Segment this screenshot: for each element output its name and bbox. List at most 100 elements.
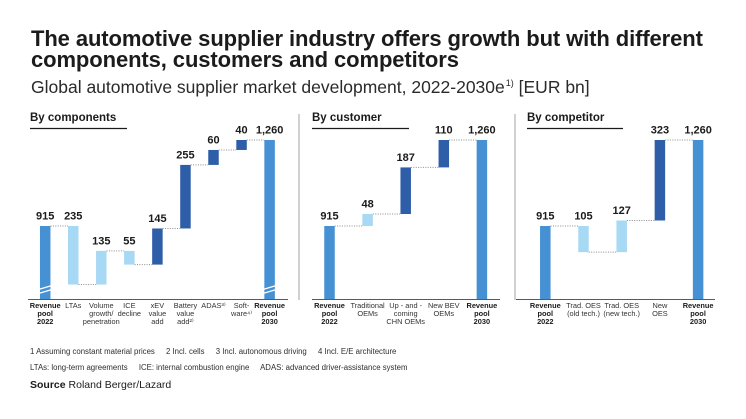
category-label-line: penetration [83,317,120,326]
value-label: 1,260 [684,125,712,137]
category-label-line: New [653,301,668,310]
value-label: 915 [36,210,54,222]
waterfall-bar-traditional [68,225,79,285]
waterfall-bar-total [264,140,275,300]
category-label-line: OES [652,309,668,318]
category-label-line: 2022 [37,317,53,326]
category-label-line: growth/ [89,309,114,318]
value-label: 1,260 [468,125,496,137]
value-label: 105 [574,210,592,222]
category-label: Battery value add²⁾ [174,301,198,326]
category-label-line: pool [262,309,278,318]
category-label: Soft-ware⁴⁾ [230,301,252,318]
category-label-line: Volume [89,301,114,310]
footnotes: 1 Assuming constant material prices 2 In… [30,347,405,357]
value-label: 48 [361,199,373,211]
axis-break-mark [38,284,53,291]
subtitle: Global automotive supplier market develo… [31,73,590,97]
panel-title: By components [30,112,116,124]
category-label: xEV value add [149,301,167,326]
category-label-line: pool [690,309,706,318]
category-label-line: ICE [123,301,135,310]
category-label-line: value [177,309,195,318]
footnote-2: 2 Incl. cells [165,347,205,356]
title-line-1: The automotive supplier industry offers … [31,26,703,51]
category-label-line: Revenue [530,301,561,310]
category-label: Trad. OES (old tech.) [566,301,601,318]
subtitle-unit: [EUR bn] [513,77,590,97]
source-text: Roland Berger/Lazard [65,379,172,391]
waterfall-bar-traditional [96,250,107,285]
category-label-line: xEV [151,301,165,310]
category-label-line: 2030 [261,317,277,326]
category-label: Trad. OES (new tech.) [603,301,640,318]
category-label: Revenue pool 2030 [683,301,714,326]
category-label-line: CHN OEMs [386,317,425,326]
panel-title: By competitor [527,112,605,124]
waterfall-bar-new [654,140,666,221]
category-label-line: (new tech.) [603,309,640,318]
subtitle-footnote-ref: 1) [505,78,514,88]
waterfall-bar-new [438,140,450,168]
category-label: Up - and -coming CHN OEMs [386,301,425,326]
category-label-line: 2022 [537,317,553,326]
value-label: 915 [320,210,338,222]
waterfall-bar-new [180,164,191,229]
axis-break-mark [38,288,53,295]
value-label: 40 [235,125,247,137]
category-label-line: add²⁾ [177,317,194,326]
category-label-line: Revenue [683,301,714,310]
panel-title: By customer [312,112,382,124]
abbreviation-ltas: LTAs: long-term agreements [30,363,128,372]
value-label: 127 [613,205,631,217]
category-label-line: Soft- [234,301,250,310]
category-label: New BEV OEMs [428,301,460,318]
category-label-line: Up - and - [389,301,422,310]
category-label-line: (old tech.) [567,309,600,318]
category-label: Revenue pool 2022 [530,301,561,326]
abbreviations: LTAs: long-term agreements ICE: internal… [30,363,416,373]
value-label: 187 [397,152,415,164]
category-label-line: OEMs [357,309,378,318]
waterfall-bar-traditional [124,250,135,265]
source-line: Source Roland Berger/Lazard [30,379,171,392]
value-label: 255 [176,149,194,161]
value-label: 145 [148,213,166,225]
category-label-line: Revenue [314,301,345,310]
category-label-line: value [149,309,167,318]
value-label: 60 [207,134,219,146]
footnote-4: 4 Incl. E/E architecture [317,347,397,356]
category-label: Traditional OEMs [350,301,385,318]
category-label-line: pool [537,309,553,318]
category-label-line: ware⁴⁾ [230,309,252,318]
value-label: 323 [651,125,669,137]
footnote-1: 1 Assuming constant material prices [30,347,155,356]
subtitle-text: Global automotive supplier market develo… [31,77,505,97]
category-label: Revenue pool 2030 [254,301,285,326]
category-label-line: Revenue [30,301,61,310]
axis-break-mark [262,284,277,291]
value-label: 1,260 [256,125,284,137]
waterfall-bar-total [540,225,551,300]
category-label: Revenue pool 2030 [466,301,497,326]
value-label: 135 [92,235,110,247]
category-label-line: add [151,317,163,326]
waterfall-bar-new [208,149,219,165]
waterfall-bar-new [152,228,163,265]
category-label-line: pool [37,309,53,318]
category-label: ICE decline [118,301,141,318]
value-label: 55 [123,235,135,247]
category-label-line: Revenue [254,301,285,310]
source-label: Source [30,379,66,391]
category-label-line: 2030 [690,317,706,326]
category-label: ADAS³⁾ [201,301,226,310]
category-label-line: New BEV [428,301,460,310]
waterfall-bar-new [236,140,247,150]
category-label-line: ADAS³⁾ [201,301,226,310]
title-line-2: components, customers and competitors [31,47,459,72]
category-label-line: LTAs [65,301,81,310]
category-label-line: decline [118,309,141,318]
category-label: New OES [652,301,668,318]
